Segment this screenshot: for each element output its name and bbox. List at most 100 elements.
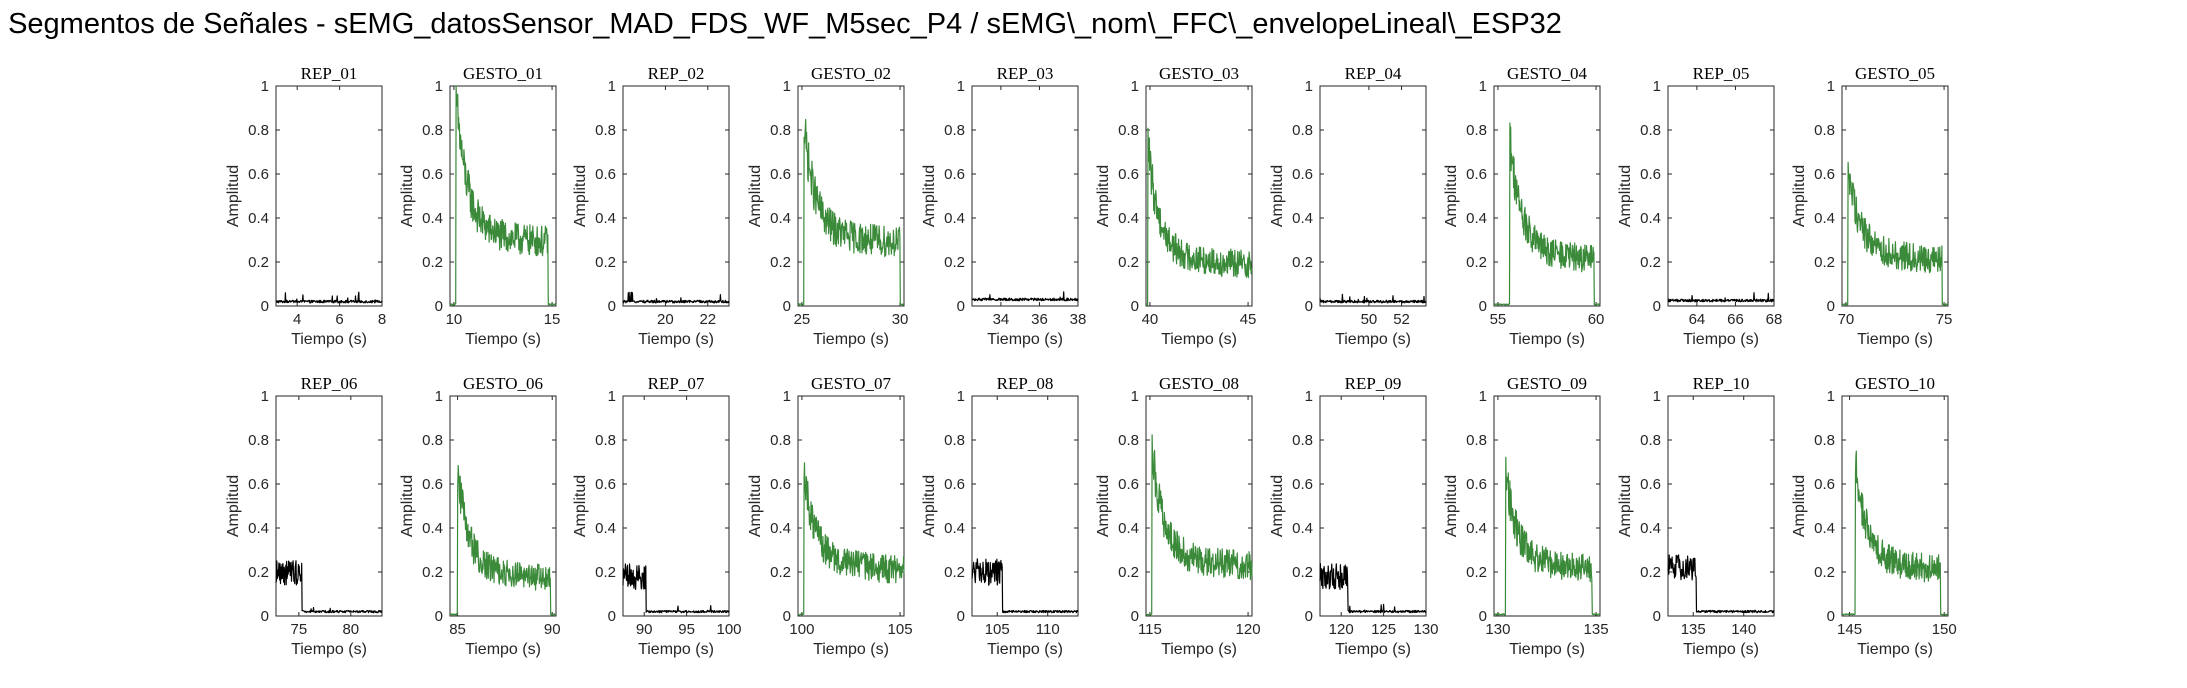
y-tick-label: 0 — [783, 608, 791, 625]
y-tick-label: 0.6 — [248, 166, 269, 183]
figure-title: Segmentos de Señales - sEMG_datosSensor_… — [8, 8, 1562, 40]
y-tick-label: 1 — [957, 388, 965, 405]
plot-area — [449, 85, 557, 307]
x-tick-label: 95 — [678, 621, 695, 638]
y-axis-label: Amplitud — [1791, 165, 1808, 227]
y-axis-label: Amplitud — [399, 475, 416, 537]
x-axis-label: Tiempo (s) — [1335, 641, 1411, 658]
y-tick-label: 0 — [1827, 298, 1835, 315]
x-tick-label: 4 — [293, 311, 301, 328]
subplot-gesto-08: GESTO_08 0 0.2 0.4 0.6 0.8 1 115 120 Tiempo (s) Am… — [1095, 374, 1261, 658]
x-tick-label: 50 — [1361, 311, 1378, 328]
x-tick-label: 75 — [1936, 311, 1953, 328]
x-tick-label: 120 — [1329, 621, 1354, 638]
y-tick-label: 0.4 — [422, 210, 443, 227]
x-tick-label: 130 — [1485, 621, 1510, 638]
x-axis-label: Tiempo (s) — [638, 641, 714, 658]
x-axis-label: Tiempo (s) — [1857, 331, 1933, 348]
y-axis-label: Amplitud — [1617, 165, 1634, 227]
y-tick-label: 0.4 — [1118, 210, 1139, 227]
y-tick-label: 0.8 — [1814, 122, 1835, 139]
series-line — [622, 291, 730, 304]
y-tick-label: 0 — [957, 298, 965, 315]
x-tick-label: 120 — [1236, 621, 1261, 638]
y-axis-label: Amplitud — [225, 475, 242, 537]
series-line — [1319, 563, 1427, 614]
x-axis-label: Tiempo (s) — [1161, 331, 1237, 348]
y-tick-label: 0.2 — [1640, 564, 1661, 581]
x-tick-label: 100 — [716, 621, 741, 638]
y-tick-label: 0.2 — [248, 254, 269, 271]
y-tick-label: 1 — [1653, 78, 1661, 95]
y-tick-label: 0.4 — [1292, 210, 1313, 227]
y-tick-label: 0.2 — [944, 564, 965, 581]
series-line — [971, 558, 1079, 614]
series-line — [971, 291, 1079, 302]
y-tick-label: 0.8 — [944, 122, 965, 139]
y-tick-label: 0.2 — [422, 254, 443, 271]
y-axis-label: Amplitud — [1443, 165, 1460, 227]
x-tick-label: 80 — [342, 621, 359, 638]
y-tick-label: 0 — [608, 298, 616, 315]
x-axis-label: Tiempo (s) — [638, 331, 714, 348]
series-line — [1667, 292, 1775, 303]
x-tick-label: 130 — [1413, 621, 1438, 638]
x-axis-label: Tiempo (s) — [1509, 641, 1585, 658]
x-tick-label: 45 — [1240, 311, 1257, 328]
y-tick-label: 1 — [261, 78, 269, 95]
x-axis-label: Tiempo (s) — [1683, 331, 1759, 348]
series-line — [1841, 450, 1949, 616]
x-axis-label: Tiempo (s) — [465, 641, 541, 658]
y-tick-label: 0.4 — [944, 520, 965, 537]
subplot-rep-06: REP_06 0 0.2 0.4 0.6 0.8 1 75 80 Tiempo (s) Amplit… — [225, 374, 383, 658]
y-axis-label: Amplitud — [921, 475, 938, 537]
x-tick-label: 115 — [1138, 621, 1162, 638]
y-tick-label: 0.4 — [1466, 520, 1487, 537]
y-axis-label: Amplitud — [1443, 475, 1460, 537]
y-tick-label: 0 — [435, 608, 443, 625]
panel-title: REP_09 — [1345, 374, 1402, 393]
plot-area — [1145, 395, 1253, 617]
x-tick-label: 10 — [446, 311, 463, 328]
x-tick-label: 100 — [789, 621, 814, 638]
y-tick-label: 0 — [435, 298, 443, 315]
y-tick-label: 0.2 — [1292, 564, 1313, 581]
x-tick-label: 66 — [1727, 311, 1744, 328]
y-tick-label: 0.2 — [770, 254, 791, 271]
y-tick-label: 1 — [1479, 388, 1487, 405]
y-tick-label: 0 — [1305, 298, 1313, 315]
x-axis-label: Tiempo (s) — [1335, 331, 1411, 348]
x-axis-label: Tiempo (s) — [291, 641, 367, 658]
x-tick-label: 110 — [1036, 621, 1060, 638]
panel-title: REP_04 — [1345, 64, 1402, 83]
y-tick-label: 1 — [1305, 388, 1313, 405]
y-axis-label: Amplitud — [747, 475, 764, 537]
y-tick-label: 1 — [1827, 78, 1835, 95]
y-tick-label: 0.2 — [422, 564, 443, 581]
x-tick-label: 150 — [1932, 621, 1957, 638]
subplot-rep-08: REP_08 0 0.2 0.4 0.6 0.8 1 105 110 Tiempo (s) Ampl… — [921, 374, 1079, 658]
y-tick-label: 0.8 — [1466, 432, 1487, 449]
subplot-rep-04: REP_04 0 0.2 0.4 0.6 0.8 1 50 52 Tiempo (s) Amplit… — [1269, 64, 1427, 348]
plot-area — [1319, 395, 1427, 617]
y-tick-label: 0.2 — [1292, 254, 1313, 271]
x-axis-label: Tiempo (s) — [987, 331, 1063, 348]
y-tick-label: 0.2 — [1466, 564, 1487, 581]
y-tick-label: 0.8 — [248, 432, 269, 449]
y-tick-label: 0.2 — [248, 564, 269, 581]
x-tick-label: 25 — [794, 311, 811, 328]
y-tick-label: 0 — [957, 608, 965, 625]
series-line — [275, 291, 383, 304]
x-axis-label: Tiempo (s) — [291, 331, 367, 348]
y-tick-label: 0.6 — [1466, 166, 1487, 183]
x-axis-label: Tiempo (s) — [1509, 331, 1585, 348]
panel-title: GESTO_04 — [1507, 64, 1587, 83]
y-tick-label: 0.4 — [595, 210, 616, 227]
plot-area — [275, 85, 383, 307]
plot-area — [1667, 85, 1775, 307]
